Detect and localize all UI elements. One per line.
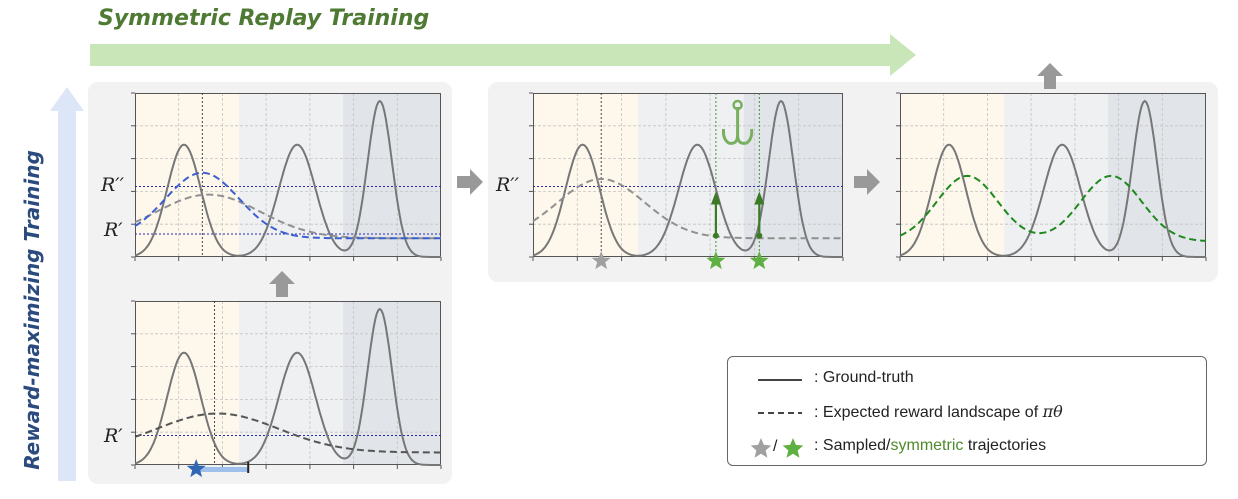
- up-arrow-icon: [710, 191, 721, 205]
- legend-slash: /: [773, 438, 778, 455]
- plot-frame: [900, 93, 1206, 257]
- plot-bottom-left: [131, 300, 442, 478]
- ground-truth-curve: [899, 99, 1206, 258]
- arrow-base-dot: [712, 232, 719, 239]
- fishing-hook-eye: [732, 99, 743, 111]
- up-arrow-icon: [754, 191, 765, 205]
- region-shade: [239, 93, 344, 257]
- arrow-base-dot: [756, 232, 763, 239]
- green-star-icon: [782, 438, 804, 458]
- region-shade: [1108, 93, 1206, 257]
- legend-ground-truth-text: : Ground-truth: [814, 369, 914, 386]
- legend-symmetric-text: symmetric: [890, 437, 964, 454]
- plot-frame: [135, 301, 441, 465]
- plot-middle: [529, 92, 844, 270]
- reward-maximizing-arrow: [50, 87, 84, 481]
- gray-star-icon: [591, 251, 611, 270]
- legend-expected-text: : Expected reward landscape of: [814, 404, 1043, 421]
- ground-truth-curve: [134, 99, 441, 258]
- up-arrow-icon: [1037, 63, 1063, 89]
- plot-frame: [533, 93, 843, 257]
- legend-trajectories-text: trajectories: [963, 437, 1047, 454]
- r-single-label-left: R′: [104, 219, 123, 241]
- r-double-label-left: R′′: [101, 174, 124, 196]
- legend-ground-truth: : Ground-truth: [728, 369, 1198, 391]
- expected-reward-curve: [532, 178, 843, 240]
- plot-right: [896, 92, 1207, 261]
- region-shade: [533, 93, 639, 257]
- updated-expected-curve: [134, 171, 441, 240]
- pi-theta-math: πθ: [1042, 402, 1063, 421]
- region-shade: [900, 93, 1005, 257]
- plot-top-left: [131, 92, 442, 261]
- legend-expected: : Expected reward landscape of πθ: [728, 402, 1198, 424]
- r-single-label-bottom: R′: [104, 425, 123, 447]
- green-star-icon: [749, 251, 769, 270]
- region-shade: [343, 93, 441, 257]
- solid-line-icon: [758, 379, 802, 381]
- region-shade: [1004, 93, 1109, 257]
- legend-sampled-text: : Sampled/: [814, 437, 891, 454]
- legend: : Ground-truth : Expected reward landsca…: [727, 356, 1207, 466]
- symmetric-replay-arrow: [90, 34, 916, 76]
- fishing-hook-icon: [736, 128, 754, 145]
- region-shade: [638, 93, 744, 257]
- symmetric-replay-title: Symmetric Replay Training: [98, 6, 430, 31]
- ground-truth-curve: [532, 99, 843, 258]
- symmetric-expected-curve: [899, 174, 1207, 242]
- plot-frame: [135, 93, 441, 257]
- gray-star-icon: [750, 438, 772, 458]
- dashed-line-icon: [758, 412, 802, 414]
- region-shade: [239, 301, 344, 465]
- reward-maximizing-title: Reward-maximizing Training: [20, 150, 44, 470]
- region-shade: [343, 301, 441, 465]
- right-arrow-icon: [854, 169, 880, 195]
- green-star-icon: [706, 251, 726, 270]
- sample-range-bar: [196, 467, 249, 472]
- r-double-label-middle: R′′: [496, 174, 519, 196]
- region-shade: [135, 93, 240, 257]
- right-arrow-icon: [457, 169, 483, 195]
- region-shade: [135, 301, 240, 465]
- blue-star-icon: [186, 459, 206, 478]
- ground-truth-curve: [134, 307, 441, 466]
- expected-reward-curve: [134, 412, 441, 454]
- up-arrow-icon: [269, 271, 295, 297]
- legend-sampled: / : Sampled/symmetric trajectories: [728, 437, 1198, 459]
